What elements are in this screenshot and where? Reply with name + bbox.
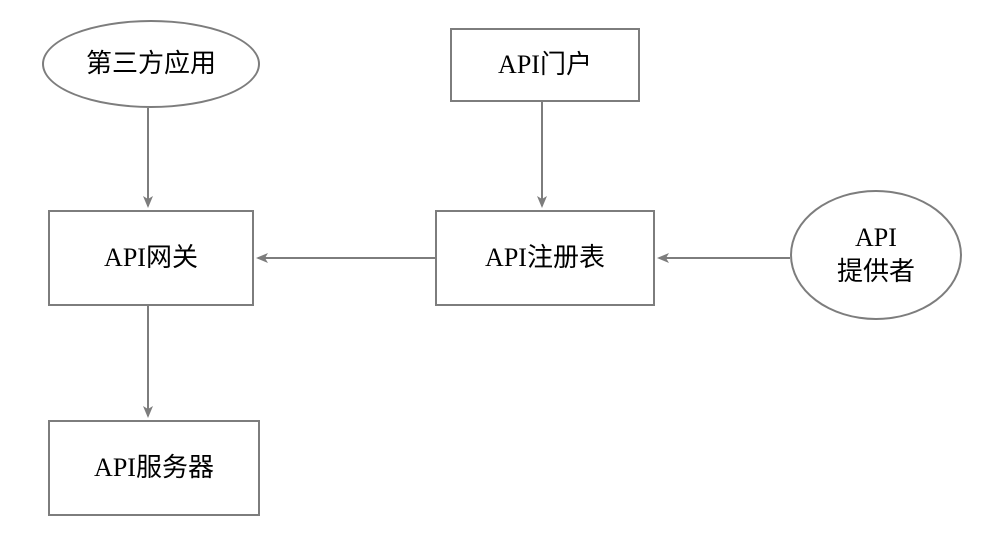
node-third_party: 第三方应用 [42,20,260,108]
node-api_portal: API门户 [450,28,640,102]
node-api_server: API服务器 [48,420,260,516]
node-api_registry: API注册表 [435,210,655,306]
node-api_provider: API 提供者 [790,190,962,320]
node-api_gateway: API网关 [48,210,254,306]
